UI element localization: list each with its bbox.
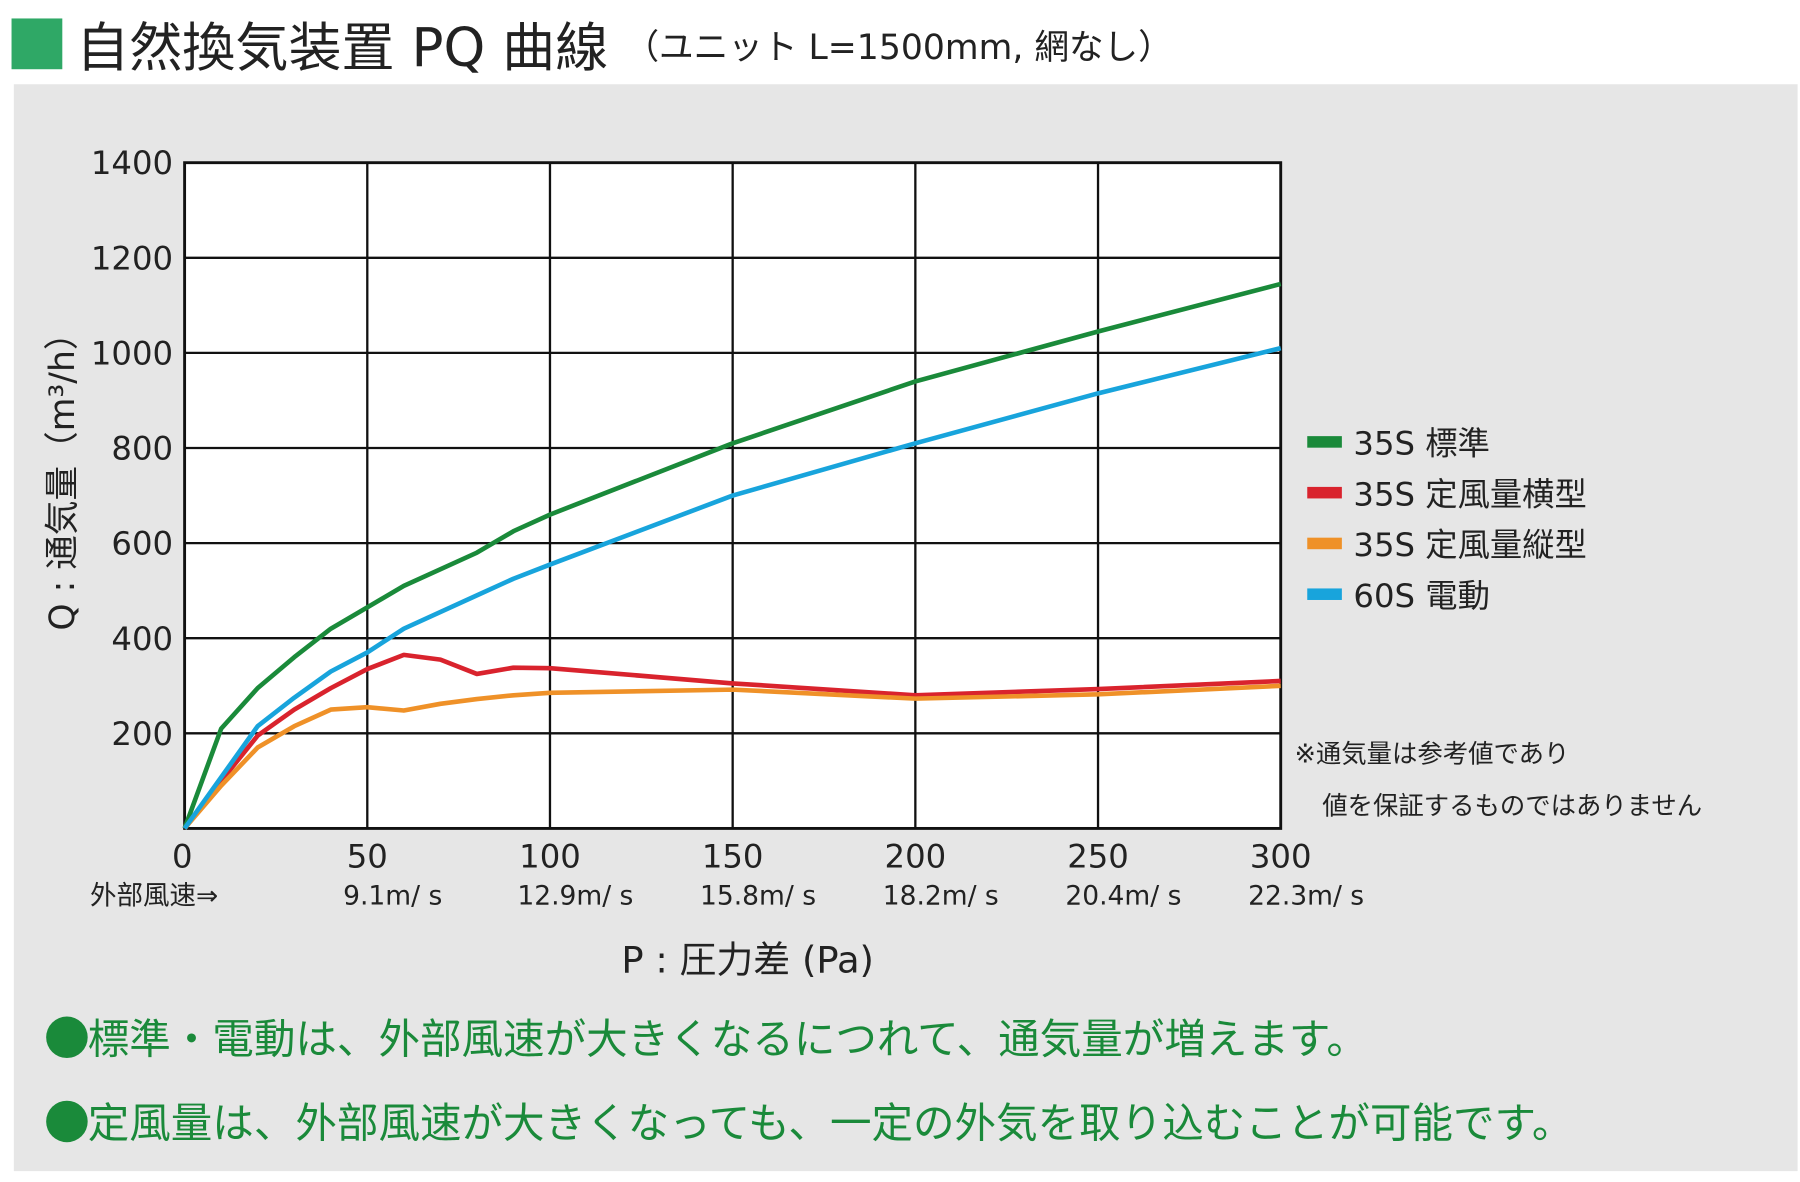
legend-swatch (1307, 537, 1342, 550)
speed-tick-label: 20.4m/ s (1065, 881, 1181, 912)
title-marker (11, 18, 63, 70)
x-tick-label: 100 (519, 838, 581, 876)
x-tick-label: 0 (172, 838, 193, 876)
legend-swatch (1307, 588, 1342, 600)
bullet-note-2: 定風量は、外部風速が大きくなっても、一定の外気を取り込むことが可能です。 (46, 1090, 1573, 1150)
series-line-2 (182, 683, 1281, 830)
y-tick-label: 800 (111, 430, 173, 468)
speed-tick-label: 22.3m/ s (1248, 881, 1364, 912)
page-title: 自然換気装置 PQ 曲線 (76, 16, 609, 79)
legend-label: 35S 定風量横型 (1353, 475, 1586, 513)
legend-label: 60S 電動 (1353, 577, 1489, 615)
speed-tick-label: 9.1m/ s (343, 881, 442, 912)
bullet-dot-icon (46, 1016, 88, 1059)
bullet-dot-icon (46, 1100, 88, 1143)
title-row: 自然換気装置 PQ 曲線 （ユニット L=1500mm, 網なし） (11, 9, 1173, 78)
x-tick-label: 250 (1067, 838, 1129, 876)
legend-label: 35S 標準 (1353, 425, 1489, 463)
x-tick-label: 50 (347, 838, 388, 876)
legend-label: 35S 定風量縦型 (1353, 526, 1586, 564)
series-line-3 (182, 345, 1282, 830)
y-tick-label: 400 (111, 620, 173, 658)
page-subtitle: （ユニット L=1500mm, 網なし） (624, 27, 1173, 69)
y-tick-label: 1200 (91, 239, 173, 277)
bullet-text: 標準・電動は、外部風速が大きくなるにつれて、通気量が増えます。 (87, 1016, 1368, 1064)
y-tick-label: 600 (111, 525, 173, 563)
bullet-note-1: 標準・電動は、外部風速が大きくなるにつれて、通気量が増えます。 (46, 1006, 1368, 1066)
note-line-2: 値を保証するものではありません (1322, 791, 1702, 821)
series-line-0 (182, 281, 1282, 830)
y-axis-title: Q : 通気量（m³/h） (43, 315, 83, 630)
x-tick-label: 150 (702, 838, 764, 876)
speed-tick-label: 12.9m/ s (517, 881, 633, 912)
legend-swatch (1307, 436, 1342, 448)
note-line-1: ※通気量は参考値であり (1295, 739, 1570, 769)
y-tick-label: 1000 (91, 334, 173, 372)
y-tick-label: 200 (111, 715, 173, 753)
x-axis-title: P : 圧力差 (Pa) (621, 939, 874, 982)
speed-label: 外部風速⇒ (90, 881, 218, 912)
bullet-text: 定風量は、外部風速が大きくなっても、一定の外気を取り込むことが可能です。 (87, 1100, 1574, 1149)
series-line-1 (182, 652, 1281, 830)
x-tick-label: 300 (1250, 838, 1312, 876)
speed-tick-label: 18.2m/ s (883, 881, 999, 912)
legend-swatch (1307, 486, 1342, 499)
x-tick-label: 200 (885, 838, 947, 876)
speed-tick-label: 15.8m/ s (700, 881, 816, 912)
y-tick-label: 1400 (91, 144, 173, 182)
